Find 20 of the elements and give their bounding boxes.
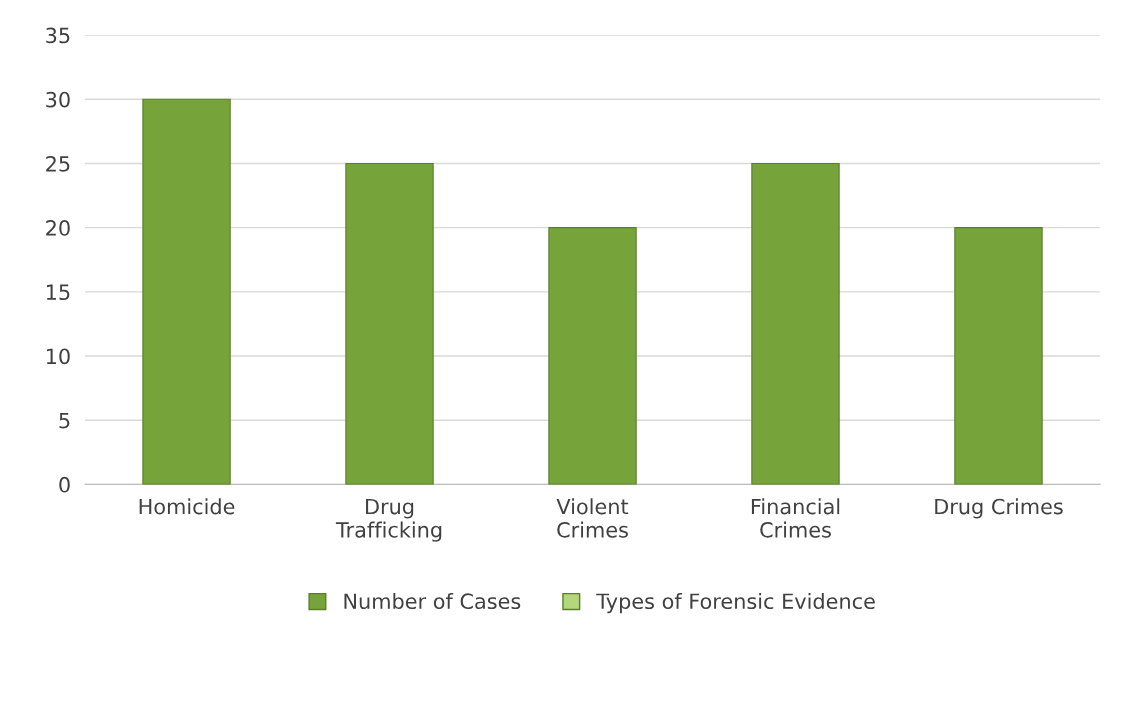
y-tick-label: 15 xyxy=(46,284,70,301)
y-tick-label: 10 xyxy=(46,348,70,365)
y-tick-label: 35 xyxy=(46,27,70,44)
x-tick-label: Drug Trafficking xyxy=(335,498,442,542)
x-tick-label: Financial Crimes xyxy=(751,498,840,538)
legend-label: Types of Forensic Evidence xyxy=(596,592,875,614)
bar xyxy=(548,227,637,485)
y-tick-label: 30 xyxy=(46,91,70,108)
y-tick-label: 25 xyxy=(46,155,70,172)
y-tick-label: 5 xyxy=(59,412,70,429)
y-tick-label: 20 xyxy=(46,220,70,236)
bar xyxy=(345,162,434,485)
y-tick-label: 0 xyxy=(59,476,70,493)
bar xyxy=(142,98,231,485)
x-tick-label: Drug Crimes xyxy=(935,498,1063,519)
legend-label: Number of Cases xyxy=(344,592,521,610)
bar xyxy=(751,162,840,485)
x-tick-label: Violent Crimes xyxy=(556,498,629,538)
bar xyxy=(954,227,1043,485)
x-tick-label: Homicide xyxy=(139,498,235,515)
